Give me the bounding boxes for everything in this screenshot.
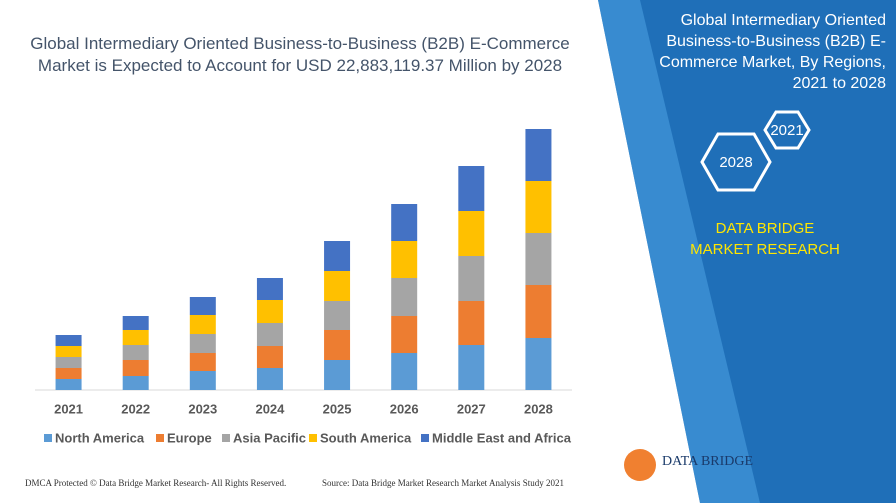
legend-marker xyxy=(222,434,230,442)
legend-marker xyxy=(44,434,52,442)
bar-segment xyxy=(256,323,283,346)
hexagon xyxy=(763,110,811,150)
bar-segment xyxy=(324,301,351,330)
legend-label: South America xyxy=(320,430,412,445)
x-tick-label: 2027 xyxy=(457,401,486,416)
bar-segment xyxy=(391,278,418,316)
x-tick-label: 2022 xyxy=(121,401,150,416)
bar-segment xyxy=(391,316,418,353)
bar-segment xyxy=(189,334,216,353)
bar-segment xyxy=(256,300,283,323)
bar-segment xyxy=(525,129,552,181)
bar-segment xyxy=(458,211,485,256)
bar-segment xyxy=(256,278,283,300)
bar-segment xyxy=(458,301,485,345)
bar-segment xyxy=(122,360,149,376)
bar-segment xyxy=(122,330,149,345)
bar-segment xyxy=(189,297,216,315)
x-tick-label: 2021 xyxy=(54,401,83,416)
bar-segment xyxy=(122,376,149,390)
hexagon xyxy=(700,132,772,192)
panel-bg xyxy=(598,0,896,503)
legend-label: Asia Pacific xyxy=(233,430,306,445)
x-tick-label: 2028 xyxy=(524,401,553,416)
legend-label: Middle East and Africa xyxy=(432,430,572,445)
legend-marker xyxy=(421,434,429,442)
bar-segment xyxy=(324,330,351,360)
x-tick-label: 2025 xyxy=(323,401,352,416)
logo-icon xyxy=(624,449,656,481)
bar-segment xyxy=(391,241,418,278)
x-tick-label: 2023 xyxy=(188,401,217,416)
bar-segment xyxy=(122,345,149,360)
badge: 2028 xyxy=(719,154,752,171)
bar-segment xyxy=(525,285,552,338)
bar-segment xyxy=(256,346,283,368)
bar-segment xyxy=(256,368,283,390)
bar-segment xyxy=(324,241,351,271)
bar-segment xyxy=(391,353,418,390)
legend-marker xyxy=(156,434,164,442)
legend-label: North America xyxy=(55,430,145,445)
bar-segment xyxy=(189,353,216,371)
bar-segment xyxy=(189,371,216,390)
brand: DATA BRIDGE MARKET RESEARCH xyxy=(690,220,840,258)
legend-label: Europe xyxy=(167,430,212,445)
bar-segment xyxy=(55,346,82,357)
bar-segment xyxy=(525,338,552,390)
bar-segment xyxy=(458,256,485,301)
bar-segment xyxy=(324,360,351,390)
x-tick-label: 2024 xyxy=(255,401,285,416)
bar-segment xyxy=(391,204,418,241)
chart-title: Global Intermediary Oriented Business-to… xyxy=(30,34,570,75)
bar-segment xyxy=(458,345,485,390)
badge: 2021 xyxy=(770,122,803,139)
legend-marker xyxy=(309,434,317,442)
source: Source: Data Bridge Market Research Mark… xyxy=(322,478,564,488)
bar-segment xyxy=(55,379,82,390)
bar-segment xyxy=(324,271,351,301)
bar-segment xyxy=(189,315,216,334)
bar-segment xyxy=(458,166,485,211)
bar-segment xyxy=(525,233,552,285)
panel-stripe xyxy=(598,0,760,503)
logo-text: DATA BRIDGE xyxy=(662,454,753,469)
bar-segment xyxy=(55,357,82,368)
bar-segment xyxy=(55,335,82,346)
bar-segment xyxy=(525,181,552,233)
x-tick-label: 2026 xyxy=(390,401,419,416)
panel-title: Global Intermediary Oriented Business-to… xyxy=(659,12,886,92)
bar-segment xyxy=(55,368,82,379)
bar-segment xyxy=(122,316,149,330)
copyright: DMCA Protected © Data Bridge Market Rese… xyxy=(25,478,286,488)
